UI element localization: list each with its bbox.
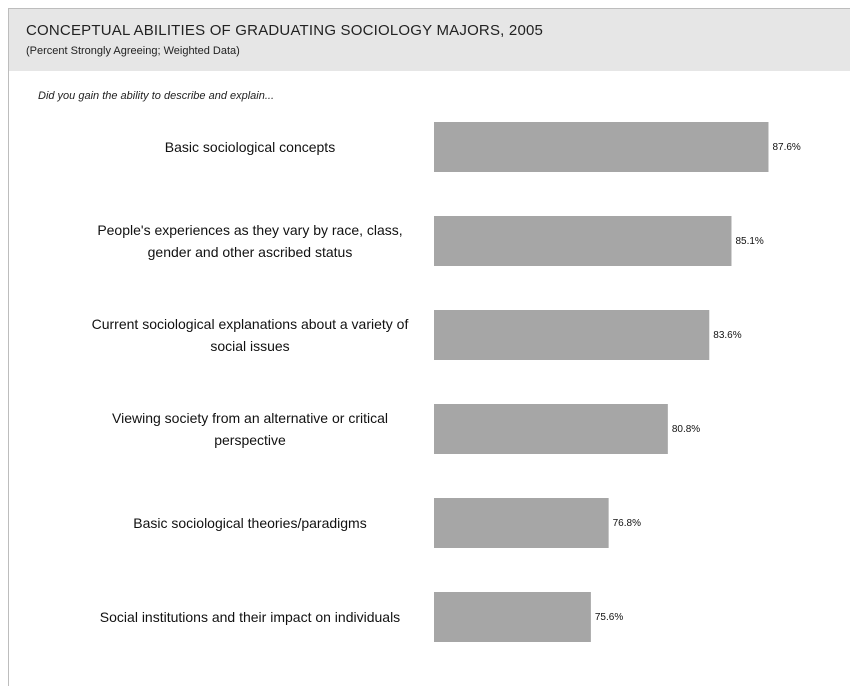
bar-3 — [434, 404, 668, 454]
chart-subtitle: (Percent Strongly Agreeing; Weighted Dat… — [26, 45, 240, 57]
bar-1 — [434, 216, 732, 266]
category-label-line: Basic sociological theories/paradigms — [133, 515, 366, 531]
category-label-5: Social institutions and their impact on … — [100, 609, 400, 625]
category-label-1: People's experiences as they vary by rac… — [97, 222, 402, 260]
category-label-line: Social institutions and their impact on … — [100, 609, 400, 625]
bar-5 — [434, 592, 591, 642]
bar-4 — [434, 498, 609, 548]
category-label-line: Current sociological explanations about … — [92, 316, 409, 332]
category-label-line: Basic sociological concepts — [165, 139, 335, 155]
category-label-3: Viewing society from an alternative or c… — [112, 410, 388, 448]
survey-question: Did you gain the ability to describe and… — [38, 90, 275, 102]
category-label-line: Viewing society from an alternative or c… — [112, 410, 388, 426]
value-label-5: 75.6% — [595, 612, 623, 623]
chart-header: CONCEPTUAL ABILITIES OF GRADUATING SOCIO… — [9, 9, 850, 71]
category-label-line: perspective — [214, 432, 286, 448]
chart-title: CONCEPTUAL ABILITIES OF GRADUATING SOCIO… — [26, 22, 544, 39]
chart-frame: CONCEPTUAL ABILITIES OF GRADUATING SOCIO… — [8, 8, 850, 686]
category-label-line: People's experiences as they vary by rac… — [97, 222, 402, 238]
category-label-0: Basic sociological concepts — [165, 139, 335, 155]
bar-2 — [434, 310, 710, 360]
value-label-3: 80.8% — [672, 424, 700, 435]
value-label-1: 85.1% — [735, 236, 763, 247]
bar-0 — [434, 122, 769, 172]
category-label-4: Basic sociological theories/paradigms — [133, 515, 366, 531]
category-label-2: Current sociological explanations about … — [92, 316, 409, 354]
category-label-line: gender and other ascribed status — [148, 244, 353, 260]
value-label-2: 83.6% — [713, 330, 741, 341]
value-label-4: 76.8% — [613, 518, 641, 529]
value-label-0: 87.6% — [772, 142, 800, 153]
category-label-line: social issues — [210, 338, 289, 354]
